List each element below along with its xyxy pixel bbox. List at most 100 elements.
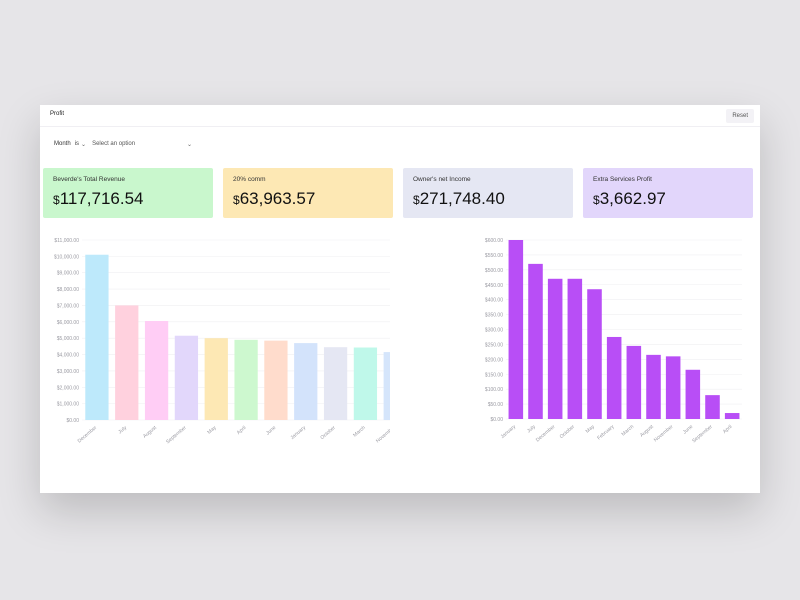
currency-symbol: $	[53, 193, 60, 207]
x-tick-label: November	[375, 425, 390, 445]
x-tick-label: July	[117, 425, 128, 436]
x-tick-label: October	[319, 425, 337, 441]
month-option-select[interactable]: Select an option ⌄	[92, 141, 192, 148]
reset-button[interactable]: Reset	[726, 109, 754, 123]
kpi-amount: 3,662.97	[599, 189, 666, 208]
kpi-label: 20% comm	[233, 176, 266, 183]
kpi-label: Extra Services Profit	[593, 176, 652, 183]
bar-august[interactable]	[646, 354, 661, 419]
extra-services-by-month-chart: $0.00 $50.00 $100.00 $150.00 $200.00 $250.00 $…	[485, 238, 742, 445]
bar-march[interactable]	[353, 347, 378, 420]
kpi-card-extra-services: Extra Services Profit $3,662.97	[583, 168, 753, 218]
y-tick-label: $100.00	[485, 387, 503, 393]
filter-operator-select[interactable]: is ⌄	[75, 141, 86, 148]
revenue-by-month-chart: $0.00 $1,000.00 $2,000.00 $3,000.00 $4,000.0…	[54, 238, 390, 446]
filter-operator-label: is	[74, 141, 80, 147]
bar-march[interactable]	[626, 345, 642, 419]
x-tick-label: December	[535, 424, 557, 444]
x-tick-label: August	[639, 424, 655, 439]
bar-november[interactable]	[665, 356, 681, 419]
y-tick-label: $4,000.00	[57, 353, 79, 359]
kpi-value: $3,662.97	[593, 189, 743, 209]
bar-september[interactable]	[705, 395, 720, 419]
bar-april[interactable]	[724, 413, 740, 419]
x-tick-label: July	[526, 424, 537, 435]
bar-january[interactable]	[294, 343, 318, 420]
y-tick-label: $250.00	[485, 342, 503, 348]
chevron-down-icon: ⌄	[81, 141, 87, 148]
kpi-card-commission: 20% comm $63,963.57	[223, 168, 393, 218]
y-tick-label: $550.00	[485, 253, 503, 259]
x-tick-label: March	[352, 425, 367, 439]
currency-symbol: $	[593, 193, 600, 207]
chevron-down-icon: ⌄	[187, 141, 193, 148]
kpi-cards: Beverde's Total Revenue $117,716.54 20% …	[43, 168, 753, 218]
y-tick-label: $150.00	[485, 372, 503, 378]
x-tick-label: March	[621, 424, 636, 438]
x-tick-label: September	[691, 424, 714, 445]
y-tick-label: $600.00	[485, 238, 503, 244]
bar-december[interactable]	[547, 278, 563, 419]
x-tick-label: May	[206, 425, 217, 436]
x-tick-label: October	[559, 424, 577, 440]
bar-december[interactable]	[85, 254, 109, 420]
bar-october[interactable]	[323, 347, 348, 420]
kpi-value: $271,748.40	[413, 189, 563, 209]
month-filter: Month is ⌄ Select an option ⌄	[54, 138, 192, 150]
x-tick-label: June	[265, 425, 277, 437]
y-tick-label: $10,000.00	[54, 254, 79, 260]
x-tick-label: February	[596, 424, 616, 442]
y-tick-label: $1,000.00	[57, 402, 79, 408]
kpi-value: $63,963.57	[233, 189, 383, 209]
bar-september[interactable]	[174, 335, 199, 420]
bar-august[interactable]	[144, 321, 169, 420]
kpi-card-net-income: Owner's net Income $271,748.40	[403, 168, 573, 218]
x-tick-label: November	[653, 424, 675, 444]
x-tick-label: December	[77, 425, 99, 445]
currency-symbol: $	[413, 193, 420, 207]
y-tick-label: $50.00	[488, 402, 504, 408]
y-tick-label: $350.00	[485, 313, 503, 319]
y-tick-label: $300.00	[485, 328, 503, 334]
y-tick-label: $6,000.00	[57, 320, 79, 326]
kpi-card-total-revenue: Beverde's Total Revenue $117,716.54	[43, 168, 213, 218]
bar-june[interactable]	[264, 340, 288, 420]
x-tick-label: August	[142, 425, 158, 440]
x-tick-label: April	[722, 424, 734, 435]
page-title: Profit	[50, 111, 65, 117]
kpi-value: $117,716.54	[53, 189, 203, 209]
y-tick-label: $400.00	[485, 298, 503, 304]
y-tick-label: $7,000.00	[57, 303, 79, 309]
x-tick-label: June	[682, 424, 694, 436]
kpi-amount: 63,963.57	[239, 189, 316, 208]
filter-field-label: Month	[54, 141, 71, 147]
dashboard-header: Profit Reset	[40, 105, 760, 127]
bar-april[interactable]	[234, 339, 258, 420]
bar-july[interactable]	[115, 305, 139, 420]
currency-symbol: $	[233, 193, 240, 207]
bar-january[interactable]	[508, 240, 524, 419]
kpi-label: Beverde's Total Revenue	[53, 176, 125, 183]
x-tick-label: April	[236, 425, 248, 436]
bar-february[interactable]	[606, 336, 622, 419]
month-option-placeholder: Select an option	[92, 141, 136, 147]
y-tick-label: $2,000.00	[57, 385, 79, 391]
bar-may[interactable]	[587, 289, 602, 419]
x-tick-label: May	[585, 424, 596, 435]
y-tick-label: $500.00	[485, 268, 503, 274]
bar-october[interactable]	[567, 278, 583, 419]
y-tick-label: $5,000.00	[57, 336, 79, 342]
y-tick-label: $8,000.00	[57, 287, 79, 293]
bar-november[interactable]	[383, 352, 390, 420]
bar-june[interactable]	[685, 369, 701, 419]
y-tick-label: $0.00	[66, 418, 79, 424]
kpi-amount: 117,716.54	[59, 189, 144, 208]
bar-may[interactable]	[204, 338, 228, 420]
y-tick-label: $11,000.00	[54, 238, 79, 244]
bar-july[interactable]	[528, 263, 543, 419]
y-tick-label: $3,000.00	[57, 369, 79, 375]
x-tick-label: January	[500, 424, 518, 440]
x-tick-label: September	[165, 425, 188, 446]
y-tick-label: $9,000.00	[57, 271, 79, 277]
kpi-label: Owner's net Income	[413, 176, 471, 183]
